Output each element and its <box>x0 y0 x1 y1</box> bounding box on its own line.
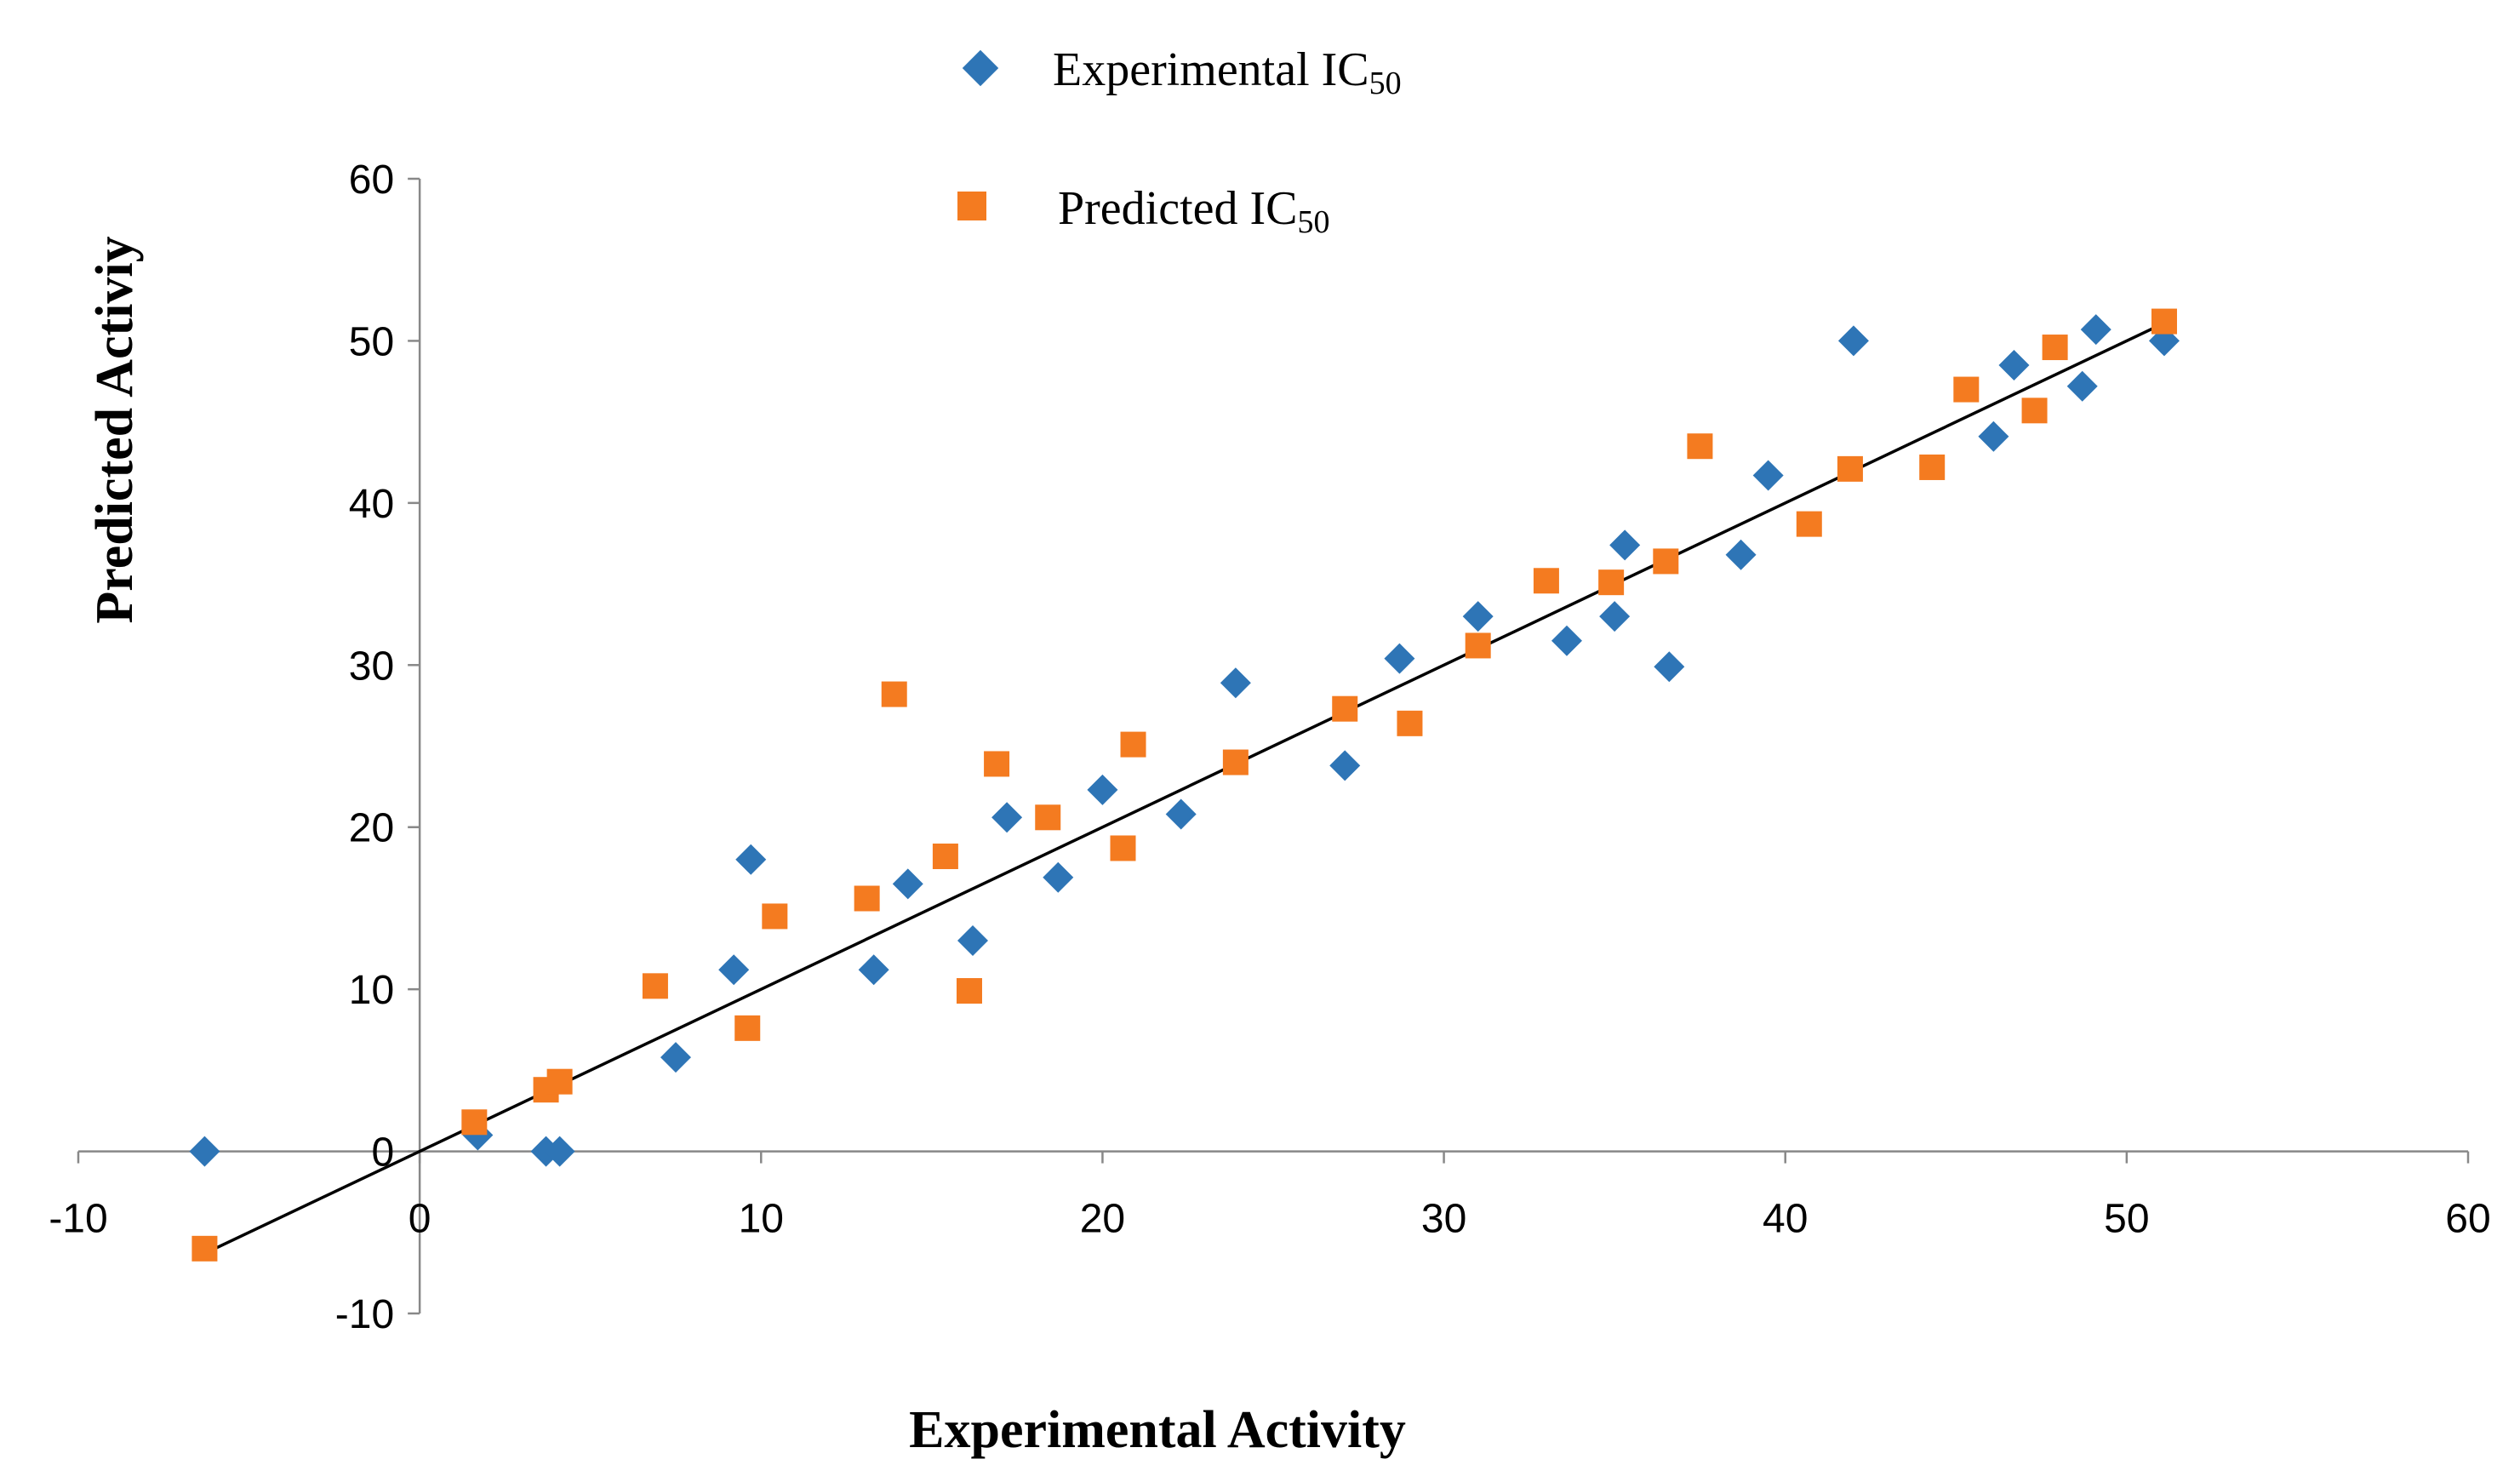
predicted-point <box>2151 308 2177 335</box>
x-tick-label: 10 <box>739 1197 784 1242</box>
predicted-point <box>956 978 982 1004</box>
predicted-point <box>762 903 788 930</box>
experimental-point <box>718 954 750 986</box>
predicted-point <box>2042 335 2068 361</box>
series-experimental-ic50 <box>189 314 2180 1167</box>
predicted-point <box>1653 548 1679 575</box>
legend-label-predicted: Predicted IC50 <box>1058 182 1329 240</box>
predicted-point <box>932 843 958 869</box>
predicted-point <box>1465 632 1491 659</box>
experimental-point <box>1998 349 2030 381</box>
predicted-point <box>881 681 907 707</box>
y-axis-title: Predicted Activiy <box>86 236 144 623</box>
experimental-point <box>2080 314 2111 346</box>
experimental-point <box>1329 750 1361 781</box>
predicted-point <box>1110 835 1136 861</box>
legend-label-experimental: Experimental IC50 <box>1053 43 1402 101</box>
experimental-point <box>2066 370 2098 402</box>
x-tick-label: 60 <box>2445 1197 2490 1242</box>
experimental-point <box>991 802 1023 833</box>
experimental-point <box>189 1136 220 1167</box>
experimental-point <box>1551 625 1582 656</box>
experimental-point <box>735 844 767 875</box>
predicted-point <box>1222 749 1249 775</box>
predicted-point <box>1598 569 1625 596</box>
legend-marker-predicted <box>957 192 986 220</box>
experimental-point <box>1462 601 1494 632</box>
predicted-point <box>1919 454 1946 480</box>
predicted-point <box>1332 695 1358 722</box>
predicted-point <box>2021 398 2048 424</box>
x-tick-label: 40 <box>1763 1197 1808 1242</box>
experimental-point <box>1043 861 1074 893</box>
x-axis-title: Experimental Activity <box>909 1401 1406 1459</box>
predicted-point <box>854 885 880 912</box>
predicted-point <box>1796 511 1822 537</box>
experimental-point <box>1609 529 1641 561</box>
x-axis-ticks: -10 0 10 20 30 40 50 60 <box>49 1151 2491 1242</box>
predicted-point <box>1035 804 1061 831</box>
y-tick-label: -10 <box>335 1292 394 1337</box>
axes <box>78 179 2468 1313</box>
experimental-point <box>1978 421 2009 452</box>
experimental-point <box>858 954 889 986</box>
experimental-point <box>1384 643 1415 674</box>
predicted-point <box>191 1235 218 1262</box>
predicted-point <box>461 1109 488 1136</box>
experimental-point <box>957 925 988 957</box>
predicted-point <box>1687 433 1713 460</box>
predicted-point <box>546 1068 573 1095</box>
x-tick-label: 30 <box>1421 1197 1466 1242</box>
experimental-point <box>1654 651 1685 683</box>
predicted-point <box>1953 376 1980 403</box>
experimental-point <box>1087 774 1118 805</box>
legend-marker-experimental <box>962 49 999 87</box>
x-tick-label: 20 <box>1080 1197 1125 1242</box>
experimental-point <box>1837 325 1869 357</box>
legend: Experimental IC50 Predicted IC50 <box>957 43 1402 240</box>
x-tick-label: -10 <box>49 1197 107 1242</box>
experimental-point <box>1599 601 1631 632</box>
predicted-point <box>1120 731 1146 758</box>
experimental-point <box>1165 798 1197 830</box>
trendline-layer <box>203 321 2165 1256</box>
legend-item-experimental: Experimental IC50 <box>962 43 1402 101</box>
y-tick-label: 50 <box>349 319 394 364</box>
x-tick-label: 0 <box>409 1197 431 1242</box>
y-tick-label: 30 <box>349 644 394 689</box>
trendline <box>203 321 2165 1256</box>
y-tick-label: 40 <box>349 482 394 527</box>
y-tick-label: 20 <box>349 806 394 851</box>
experimental-point <box>1752 460 1784 491</box>
y-tick-label: 10 <box>349 968 394 1013</box>
predicted-point <box>734 1015 761 1041</box>
predicted-point <box>642 973 668 999</box>
predicted-point <box>1533 568 1559 594</box>
legend-item-predicted: Predicted IC50 <box>957 182 1329 240</box>
series-predicted-ic50 <box>191 308 2177 1262</box>
experimental-point <box>544 1136 575 1167</box>
predicted-point <box>984 751 1010 777</box>
experimental-point <box>1725 539 1757 570</box>
x-tick-label: 50 <box>2104 1197 2149 1242</box>
experimental-point <box>892 868 923 900</box>
experimental-point <box>1220 667 1251 699</box>
experimental-point <box>660 1042 691 1073</box>
y-tick-label: 60 <box>349 157 394 203</box>
predicted-point <box>1837 455 1863 482</box>
predicted-point <box>1397 710 1423 736</box>
